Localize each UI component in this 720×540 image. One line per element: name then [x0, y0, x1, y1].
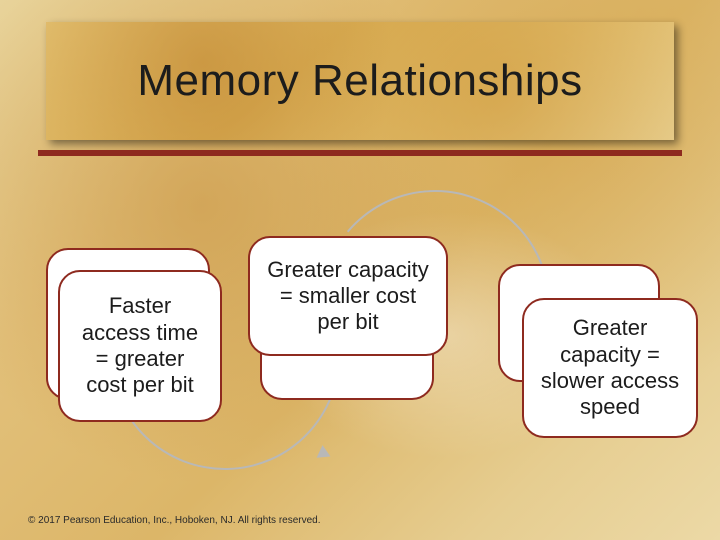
copyright-text: © 2017 Pearson Education, Inc., Hoboken,… [28, 515, 321, 526]
slide-title: Memory Relationships [137, 56, 582, 106]
title-underline [38, 150, 682, 156]
card-greater-capacity-speed: Greater capacity = slower access speed [522, 298, 698, 438]
card-text: Faster access time = greater cost per bi… [74, 293, 206, 399]
card-text: Greater capacity = slower access speed [538, 315, 682, 421]
card-text: Greater capacity = smaller cost per bit [264, 257, 432, 335]
card-greater-capacity-cost: Greater capacity = smaller cost per bit [248, 236, 448, 356]
title-panel: Memory Relationships [46, 22, 674, 140]
arrowhead-icon [317, 445, 334, 463]
card-faster-access: Faster access time = greater cost per bi… [58, 270, 222, 422]
